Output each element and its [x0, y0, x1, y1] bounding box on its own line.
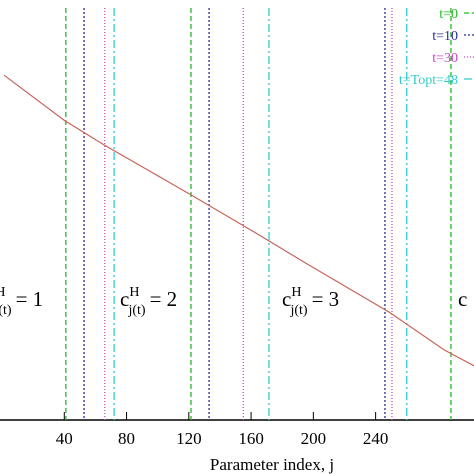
region-label: cHj(t)= 1 [0, 285, 43, 318]
x-tick-label: 200 [301, 429, 327, 448]
region-label: c [458, 287, 467, 311]
label-sup: H [0, 285, 5, 300]
data-line [3, 74, 474, 367]
legend-label: t=Topt=48 [399, 73, 458, 88]
label-base: c [282, 287, 291, 311]
label-sub: j(t) [127, 303, 145, 318]
label-sub: j(t) [289, 303, 307, 318]
label-rhs: = 3 [312, 287, 340, 311]
region-label: cH j(t) = 2 [120, 285, 177, 318]
label-base: c [120, 287, 129, 311]
x-tick-label: 120 [176, 429, 202, 448]
x-tick-label: 160 [238, 429, 264, 448]
x-tick-label: 240 [363, 429, 389, 448]
label-sup: H [291, 285, 301, 300]
label-rhs: = 2 [150, 287, 178, 311]
label-base: c [458, 287, 467, 311]
region-label: cH j(t) = 3 [282, 285, 339, 318]
legend-label: t=30 [432, 51, 458, 66]
label-sub: j(t) [0, 303, 12, 318]
legend-label: t=10 [432, 29, 458, 44]
legend-label: t=0 [439, 7, 458, 22]
x-tick-label: 80 [118, 429, 135, 448]
x-tick-label: 40 [56, 429, 73, 448]
x-axis-label: Parameter index, j [210, 455, 334, 474]
label-rhs: = 1 [16, 287, 44, 311]
label-sup: H [129, 285, 139, 300]
